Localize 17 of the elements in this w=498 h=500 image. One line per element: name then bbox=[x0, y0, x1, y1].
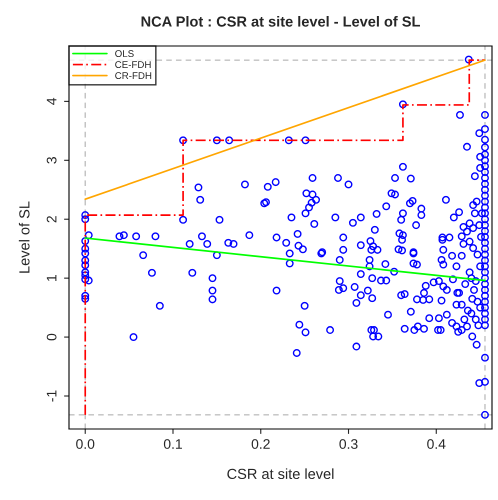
x-tick-label: 0.2 bbox=[252, 439, 270, 449]
chart-title: NCA Plot : CSR at site level - Level of SL bbox=[142, 16, 420, 27]
legend-label: OLS bbox=[115, 50, 134, 58]
y-tick-label: 2 bbox=[46, 216, 56, 222]
x-axis-title: CSR at site level bbox=[227, 468, 334, 480]
y-tick-label: 3 bbox=[46, 157, 57, 164]
x-tick-label: 0.1 bbox=[164, 439, 182, 449]
x-tick-label: 0.0 bbox=[76, 439, 94, 449]
x-tick-label: 0.4 bbox=[427, 439, 446, 449]
y-tick-label: -1 bbox=[46, 390, 56, 402]
legend-label: CE-FDH bbox=[115, 61, 151, 68]
y-axis-title: Level of SL bbox=[18, 202, 30, 273]
y-tick-label: 0 bbox=[46, 334, 57, 340]
y-tick-label: 1 bbox=[46, 274, 56, 281]
x-tick-label: 0.3 bbox=[339, 439, 358, 449]
legend-label: CR-FDH bbox=[115, 72, 152, 80]
y-tick-label: 4 bbox=[46, 98, 56, 105]
